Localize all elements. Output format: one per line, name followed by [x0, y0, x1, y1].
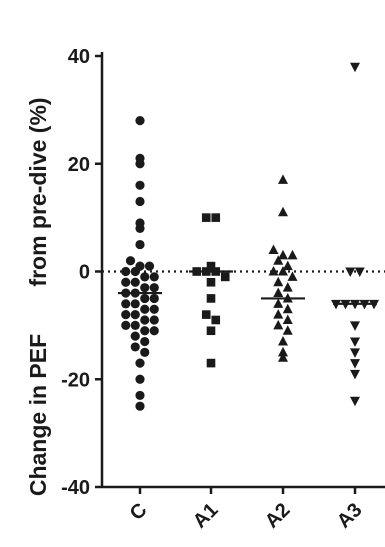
data-point-circle [121, 320, 131, 330]
data-point-circle [140, 293, 150, 304]
y-tick-label: -40 [61, 477, 90, 499]
data-point-triangle-up [282, 282, 293, 292]
data-point-circle [135, 390, 145, 401]
data-point-triangle-down [350, 62, 360, 73]
data-point-circle [121, 266, 131, 277]
y-axis-title-line-2: from pre-dive (%) [25, 97, 51, 286]
data-point-triangle-up [278, 346, 288, 357]
data-point-triangle-up [273, 298, 284, 308]
data-point-triangle-down [350, 348, 360, 358]
data-point-circle [149, 326, 159, 336]
data-point-circle [135, 239, 145, 250]
data-point-square [201, 310, 211, 319]
data-point-triangle-up [287, 271, 298, 281]
median-lines [118, 270, 377, 305]
y-tick-label: 40 [68, 46, 90, 68]
data-point-circle [130, 310, 140, 320]
y-axis-title-line-1: Change in PEF [25, 334, 51, 496]
data-point-circle [140, 283, 150, 293]
data-point-square [206, 326, 216, 336]
data-point-circle [130, 299, 140, 309]
data-point-triangle-up [278, 249, 288, 260]
data-point-square [206, 294, 216, 303]
data-point-triangle-up [273, 287, 284, 298]
data-point-triangle-down [354, 267, 365, 277]
data-point-circle [135, 116, 145, 126]
data-point-circle [140, 272, 150, 282]
data-point-circle [135, 218, 145, 228]
data-point-circle [121, 277, 131, 287]
data-point-square [206, 358, 216, 368]
data-point-square [211, 315, 221, 325]
data-point-circle [135, 153, 145, 163]
data-point-circle [135, 180, 145, 190]
data-point-triangle-down [345, 267, 356, 277]
data-point-triangle-up [278, 266, 288, 276]
data-point-triangle-down [350, 396, 360, 407]
data-point-triangle-up [273, 309, 284, 319]
data-point-circle [140, 336, 150, 347]
data-point-triangle-up [268, 266, 279, 276]
data-point-square [211, 213, 221, 222]
data-point-circle [149, 272, 159, 282]
data-point-circle [140, 326, 150, 336]
data-point-circle [140, 304, 150, 314]
data-points [121, 62, 379, 411]
data-point-circle [149, 283, 159, 293]
data-point-triangle-up [278, 174, 288, 184]
data-point-triangle-down [350, 321, 360, 331]
axes [95, 52, 385, 494]
data-point-triangle-down [350, 359, 360, 369]
data-point-circle [121, 299, 131, 309]
data-point-circle [149, 315, 159, 325]
data-point-triangle-up [282, 303, 293, 314]
data-point-triangle-up [278, 336, 288, 346]
data-point-triangle-down [350, 369, 360, 380]
data-point-circle [135, 374, 145, 384]
data-point-triangle-up [282, 314, 293, 324]
data-point-circle [125, 256, 136, 266]
data-point-square [206, 277, 216, 287]
data-point-circle [140, 347, 150, 357]
x-tick-label: C [126, 499, 152, 525]
y-tick-labels: 40 20 0 -20 -40 [61, 46, 90, 499]
y-tick-label: 0 [79, 262, 90, 284]
y-tick-label: 20 [68, 154, 90, 176]
data-point-circle [135, 261, 145, 271]
x-tick-label: A1 [189, 499, 223, 533]
x-tick-label: A3 [333, 499, 367, 533]
data-point-circle [130, 342, 140, 352]
data-point-circle [135, 358, 145, 368]
data-point-circle [130, 331, 140, 341]
data-point-triangle-up [273, 255, 284, 265]
data-point-triangle-down [350, 337, 360, 348]
data-point-circle [130, 320, 140, 330]
data-point-circle [144, 261, 155, 271]
data-point-triangle-up [278, 206, 288, 217]
data-point-square [201, 213, 211, 222]
y-tick-label: -20 [61, 369, 90, 391]
data-point-triangle-up [282, 260, 293, 271]
data-point-square [220, 272, 230, 282]
data-point-circle [135, 196, 145, 207]
data-point-square [206, 261, 216, 271]
data-point-circle [130, 277, 140, 287]
data-point-triangle-up [287, 249, 298, 260]
data-point-circle [140, 315, 150, 325]
data-point-triangle-up [278, 352, 288, 362]
data-point-circle [149, 293, 159, 304]
data-point-triangle-up [273, 276, 284, 287]
data-point-triangle-up [273, 319, 284, 330]
x-tick-label: A2 [261, 499, 295, 533]
y-axis-title: Change in PEF from pre-dive (%) [25, 97, 51, 496]
data-point-triangle-up [268, 244, 279, 254]
data-point-circle [135, 401, 145, 411]
data-point-circle [149, 304, 159, 314]
data-point-triangle-up [282, 325, 293, 335]
x-tick-labels: C A1 A2 A3 [126, 499, 367, 533]
data-point-circle [121, 310, 131, 320]
